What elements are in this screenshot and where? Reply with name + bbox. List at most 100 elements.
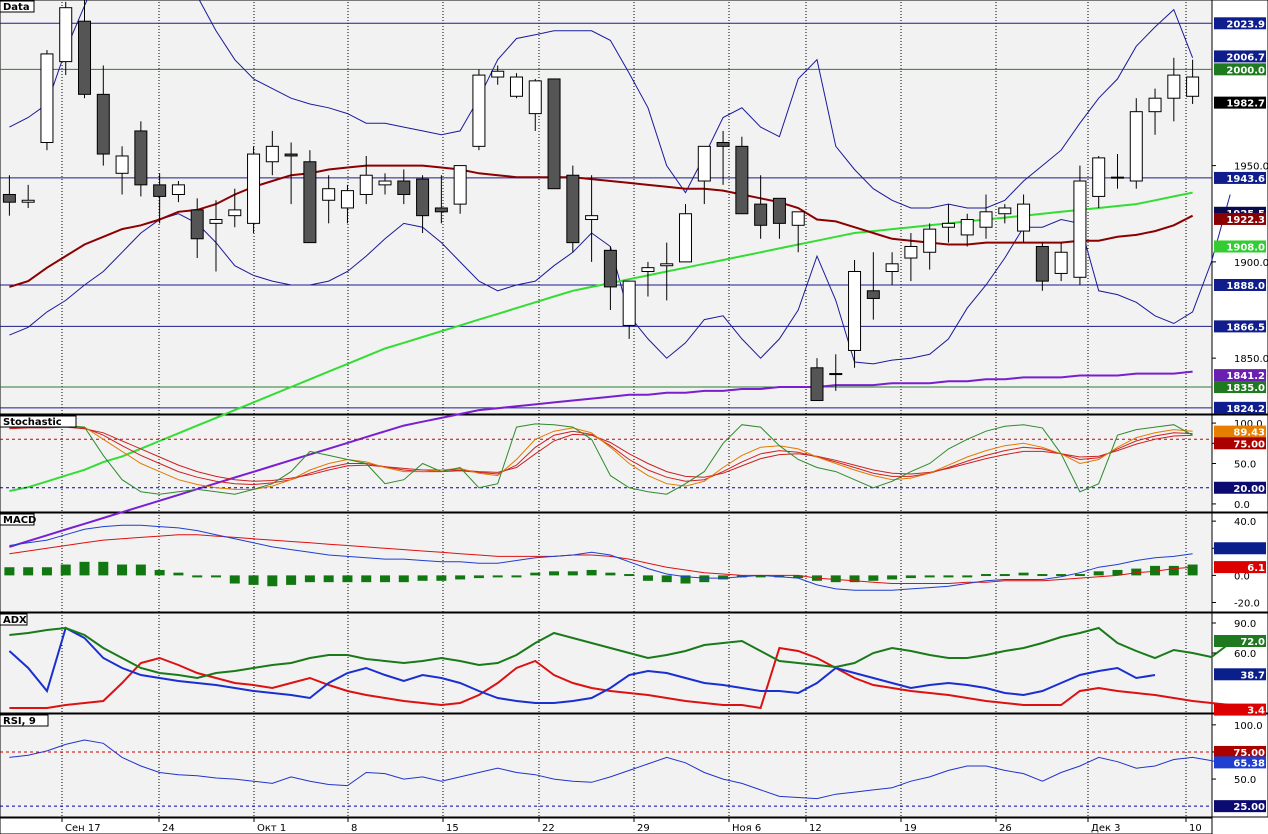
candle-up bbox=[641, 267, 655, 273]
macd-hist-bar bbox=[849, 575, 860, 583]
axis-tick-label: 50.0 bbox=[1234, 775, 1256, 786]
value-tag bbox=[1214, 481, 1266, 494]
candle-up bbox=[491, 70, 505, 78]
x-axis-label: 22 bbox=[542, 823, 555, 834]
axis-tick-label: 90.0 bbox=[1234, 619, 1256, 630]
macd-hist-bar bbox=[342, 575, 353, 583]
candle-up bbox=[1110, 176, 1124, 179]
macd-hist-bar bbox=[530, 572, 541, 576]
value-tag bbox=[1214, 96, 1266, 109]
candle-down bbox=[78, 20, 92, 95]
value-tag-label: 6.1 bbox=[1247, 563, 1265, 574]
macd-hist-bar bbox=[981, 574, 992, 577]
value-tag bbox=[1214, 381, 1266, 394]
macd-hist-bar bbox=[605, 572, 616, 576]
value-tag bbox=[1214, 703, 1266, 716]
candle-down bbox=[434, 207, 448, 213]
value-tag bbox=[1214, 17, 1266, 30]
candle-up bbox=[904, 245, 918, 259]
stoch-k-line bbox=[9, 423, 1193, 495]
pane-title: ADX bbox=[3, 615, 27, 626]
value-tag bbox=[1214, 437, 1266, 450]
value-tag-label: 1982.7 bbox=[1226, 99, 1265, 110]
value-tag-label: 2023.9 bbox=[1226, 19, 1265, 30]
value-tag-label: 1866.5 bbox=[1226, 322, 1265, 333]
axis-tick-label: 1850.0 bbox=[1234, 354, 1268, 365]
macd-hist-bar bbox=[455, 575, 466, 580]
value-tag bbox=[1214, 745, 1266, 758]
adx-main-line bbox=[9, 626, 1250, 680]
ma-green-line bbox=[9, 191, 1193, 492]
stoch-slow-line-2 bbox=[9, 426, 1193, 482]
macd-hist-bar bbox=[549, 571, 560, 576]
macd-hist-bar bbox=[436, 575, 447, 581]
candle-down bbox=[772, 197, 786, 224]
pane-title: RSI, 9 bbox=[3, 716, 36, 727]
candle-down bbox=[416, 178, 430, 217]
x-axis-label: 8 bbox=[351, 823, 357, 834]
value-tag-label: 72.0 bbox=[1240, 637, 1265, 648]
value-tag-label: 75.00 bbox=[1233, 439, 1265, 450]
macd-hist-bar bbox=[229, 575, 240, 584]
x-axis-label: 29 bbox=[637, 823, 650, 834]
macd-hist-bar bbox=[398, 575, 409, 583]
candle-up bbox=[40, 53, 54, 143]
candle-up bbox=[453, 165, 467, 205]
x-axis-label: 15 bbox=[446, 823, 459, 834]
value-tag bbox=[1214, 635, 1266, 647]
candle-up bbox=[1073, 180, 1087, 278]
value-tag bbox=[1214, 542, 1266, 555]
bollinger-upper-line bbox=[9, 0, 1194, 209]
ma-dark-line bbox=[9, 164, 1194, 288]
stoch-d-line bbox=[9, 425, 1193, 490]
macd-hist-bar bbox=[154, 569, 165, 576]
value-tag-label: 1824.2 bbox=[1226, 404, 1265, 415]
value-tag-label: 1841.2 bbox=[1226, 371, 1265, 382]
macd-signal-line bbox=[9, 534, 1193, 584]
macd-hist-bar bbox=[1037, 574, 1048, 577]
axis-adx bbox=[1211, 612, 1268, 714]
value-tag-label: 2006.7 bbox=[1226, 52, 1265, 63]
candle-down bbox=[1035, 245, 1049, 282]
value-tag bbox=[1214, 756, 1266, 769]
candle-down bbox=[735, 145, 749, 215]
macd-hist-bar bbox=[1187, 564, 1198, 576]
macd-hist-bar bbox=[887, 575, 898, 580]
macd-hist-bar bbox=[943, 575, 954, 578]
candle-up bbox=[697, 145, 711, 182]
candle-up bbox=[923, 228, 937, 253]
candle-down bbox=[284, 153, 298, 157]
value-tag-label: 65.38 bbox=[1233, 758, 1265, 769]
candle-up bbox=[472, 74, 486, 147]
macd-hist-bar bbox=[41, 567, 52, 576]
pane-title-box bbox=[0, 415, 77, 428]
macd-hist-bar bbox=[999, 574, 1010, 577]
candle-up bbox=[979, 211, 993, 228]
value-tag bbox=[1214, 369, 1266, 382]
axis-tick-label: 1900.0 bbox=[1234, 258, 1268, 269]
candle-up bbox=[1167, 74, 1181, 99]
value-tag bbox=[1214, 320, 1266, 333]
pane-title-box bbox=[0, 714, 49, 727]
pane-macd bbox=[0, 512, 1213, 613]
macd-hist-bar bbox=[286, 575, 297, 585]
x-axis-label: Дек 3 bbox=[1091, 823, 1121, 834]
macd-hist-bar bbox=[586, 569, 597, 576]
candle-up bbox=[247, 153, 261, 224]
candle-up bbox=[1148, 97, 1162, 113]
x-axis-label: 24 bbox=[162, 823, 175, 834]
value-tag-label: 2000.0 bbox=[1226, 65, 1265, 76]
macd-hist-bar bbox=[98, 561, 109, 576]
macd-hist-bar bbox=[248, 575, 259, 585]
candle-down bbox=[603, 249, 617, 288]
candle-up bbox=[660, 263, 674, 267]
candle-up bbox=[848, 271, 862, 351]
value-tag bbox=[1214, 561, 1266, 574]
candle-up bbox=[829, 373, 843, 376]
macd-hist-bar bbox=[661, 575, 672, 583]
macd-main-line bbox=[9, 524, 1193, 591]
candle-up bbox=[960, 219, 974, 236]
candle-up bbox=[885, 263, 899, 273]
macd-hist-bar bbox=[173, 572, 184, 576]
